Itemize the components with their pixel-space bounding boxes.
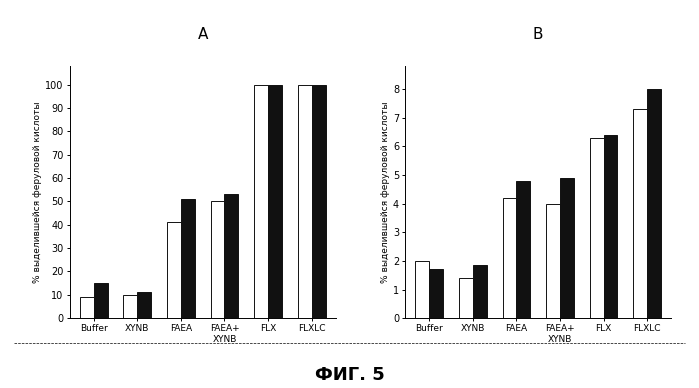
Bar (517, 180, 531, 318)
Bar (647, 89, 661, 318)
Bar (210, 201, 224, 318)
Bar (80, 297, 94, 318)
Y-axis label: % выделившейся феруловой кислоты: % выделившейся феруловой кислоты (34, 101, 43, 283)
Bar (254, 85, 268, 318)
Bar (546, 204, 560, 318)
Bar (473, 265, 487, 318)
Bar (633, 109, 647, 318)
Bar (298, 85, 312, 318)
Bar (167, 222, 181, 318)
Bar (590, 138, 603, 318)
Bar (268, 85, 282, 318)
Bar (138, 293, 151, 318)
Text: B: B (533, 27, 544, 42)
Bar (603, 135, 617, 318)
Y-axis label: % выделившейся феруловой кислоты: % выделившейся феруловой кислоты (381, 101, 390, 283)
Bar (429, 269, 443, 318)
Text: ФИГ. 5: ФИГ. 5 (315, 366, 384, 384)
Bar (312, 85, 326, 318)
Bar (181, 199, 195, 318)
Bar (503, 198, 517, 318)
Bar (224, 194, 238, 318)
Bar (415, 261, 429, 318)
Bar (560, 178, 574, 318)
Bar (124, 295, 138, 318)
Text: A: A (198, 27, 208, 42)
Bar (459, 278, 473, 318)
Bar (94, 283, 108, 318)
